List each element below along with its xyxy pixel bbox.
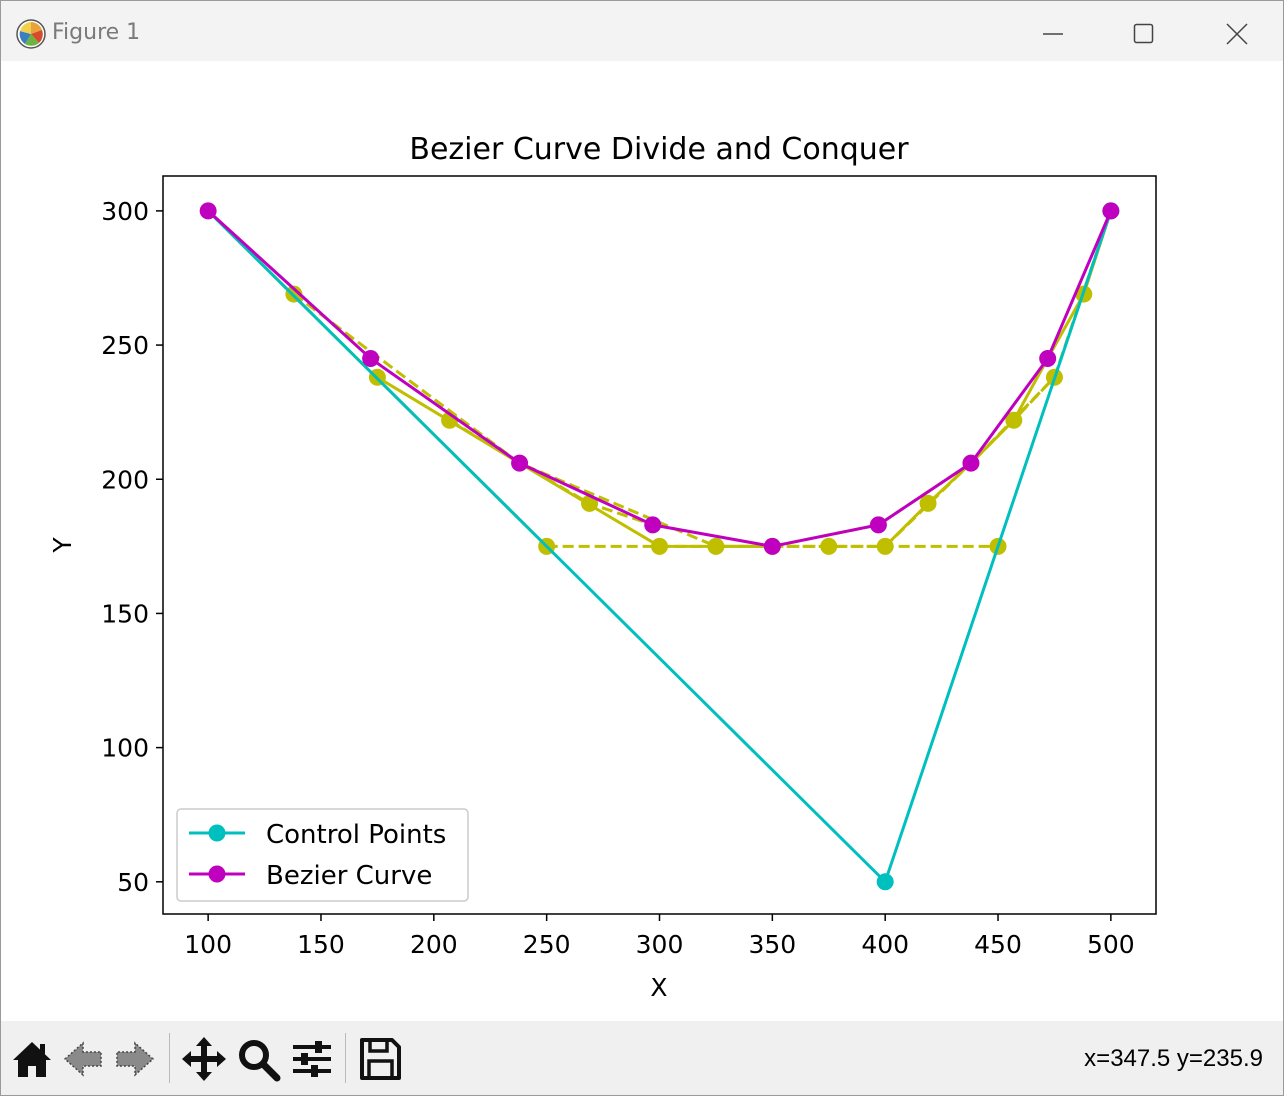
bezier-point-marker (869, 516, 887, 534)
x-tick-label: 300 (636, 930, 684, 959)
back-icon (63, 1041, 102, 1077)
x-axis-label: X (650, 973, 667, 1002)
x-tick-label: 400 (861, 930, 909, 959)
back-button[interactable] (61, 1035, 107, 1083)
y-tick-label: 250 (101, 331, 149, 360)
home-button[interactable] (9, 1035, 55, 1083)
legend-label-bezier-curve: Bezier Curve (266, 861, 432, 891)
forward-button[interactable] (111, 1035, 157, 1083)
maximize-button[interactable] (1113, 11, 1173, 55)
construction-point (820, 537, 838, 555)
bezier-point-marker (1102, 202, 1120, 220)
minimize-button[interactable] (1022, 11, 1082, 55)
data-layer (199, 202, 1120, 891)
cursor-coordinates: x=347.5 y=235.9 (1084, 1045, 1263, 1072)
bezier-point-marker (1039, 349, 1057, 367)
legend-label-control-points: Control Points (266, 820, 446, 850)
bezier-point-marker (362, 349, 380, 367)
navigation-toolbar: x=347.5 y=235.9 (1, 1021, 1283, 1095)
x-tick-label: 500 (1087, 930, 1135, 959)
title-bar[interactable]: Figure 1 (1, 1, 1283, 61)
save-button[interactable] (357, 1035, 403, 1083)
x-tick-label: 250 (523, 930, 571, 959)
home-icon (13, 1042, 51, 1077)
save-icon (360, 1038, 401, 1080)
close-button[interactable] (1206, 11, 1266, 55)
pan-button[interactable] (181, 1035, 227, 1083)
y-tick-label: 150 (101, 599, 149, 628)
toolbar-separator (345, 1033, 346, 1083)
bezier-point-marker (763, 537, 781, 555)
construction-point (876, 537, 894, 555)
bezier-point-marker (644, 516, 662, 534)
construction-point (651, 537, 668, 555)
construction-line (448, 418, 654, 527)
x-tick-label: 350 (748, 930, 796, 959)
maximize-icon (1133, 23, 1154, 44)
construction-point (1005, 411, 1023, 429)
construction-point (919, 494, 937, 512)
y-tick-label: 50 (117, 868, 149, 897)
x-tick-label: 100 (184, 930, 232, 959)
toolbar-separator (169, 1033, 170, 1083)
legend-marker-bezier-curve (208, 865, 226, 883)
pan-icon (182, 1037, 226, 1081)
zoom-icon (239, 1040, 281, 1082)
chart: 100 150 200 250 300 350 400 450 500 50 100 150 200 25… (1, 61, 1283, 1021)
configure-subplots-button[interactable] (289, 1035, 335, 1083)
bezier-point-marker (962, 454, 980, 472)
x-tick-label: 450 (974, 930, 1022, 959)
bezier-point-marker (511, 454, 529, 472)
bezier-point-marker (199, 202, 217, 220)
chart-title: Bezier Curve Divide and Conquer (409, 132, 909, 167)
minimize-icon (1043, 33, 1063, 35)
legend: Control Points Bezier Curve (176, 808, 469, 902)
tick-layer: 100 150 200 250 300 350 400 450 500 50 100 150 200 25… (101, 197, 1134, 959)
plot-canvas[interactable]: 100 150 200 250 300 350 400 450 500 50 100 150 200 25… (1, 61, 1283, 1021)
legend-box (176, 808, 469, 902)
y-tick-label: 100 (101, 734, 149, 763)
matplotlib-logo-icon (16, 19, 46, 49)
window-title: Figure 1 (52, 20, 141, 45)
construction-point (707, 537, 725, 555)
legend-marker-control-points (208, 824, 226, 842)
forward-icon (116, 1041, 155, 1077)
construction-line (292, 292, 773, 548)
x-tick-label: 200 (410, 930, 458, 959)
configure-subplots-icon (293, 1041, 331, 1077)
zoom-button[interactable] (235, 1035, 281, 1083)
y-tick-label: 200 (101, 465, 149, 494)
y-tick-label: 300 (101, 197, 149, 226)
y-axis-label: Y (48, 537, 77, 554)
x-tick-label: 150 (297, 930, 345, 959)
close-icon (1226, 23, 1248, 45)
control-point-marker (876, 873, 894, 891)
